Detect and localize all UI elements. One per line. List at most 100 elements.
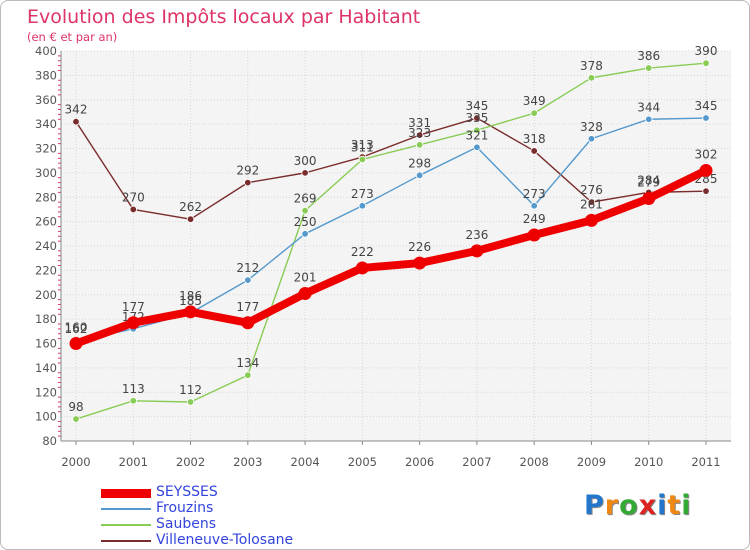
- data-point: [470, 244, 484, 258]
- plot-area: [61, 51, 731, 441]
- legend-item: Saubens: [101, 516, 401, 533]
- legend-item: Frouzins: [101, 500, 401, 517]
- logo-letter: t: [667, 490, 682, 521]
- data-point: [645, 64, 653, 72]
- series-line: [75, 117, 707, 220]
- x-tick-label: 2001: [119, 455, 148, 469]
- y-tick-label: 380: [35, 68, 57, 82]
- data-point: [72, 117, 80, 126]
- logo-letter: P: [584, 490, 605, 521]
- data-point: [587, 135, 596, 143]
- data-point: [184, 305, 198, 319]
- data-point: [241, 316, 255, 330]
- x-tick-label: 2004: [290, 455, 319, 469]
- legend: SEYSSES Frouzins Saubens Villeneuve-Tolosan…: [101, 484, 401, 549]
- data-label: 390: [695, 44, 718, 58]
- data-point: [355, 261, 369, 275]
- legend-swatch: [101, 540, 151, 542]
- data-point: [702, 59, 710, 67]
- data-point: [129, 205, 137, 214]
- data-point: [126, 316, 140, 330]
- data-label: 313: [351, 138, 374, 152]
- legend-label: Frouzins: [156, 500, 214, 516]
- x-tick-label: 2002: [176, 455, 205, 469]
- legend-swatch: [101, 488, 151, 498]
- series-line: [72, 166, 710, 348]
- data-label: 160: [65, 321, 88, 335]
- y-tick-label: 100: [35, 410, 57, 424]
- line-chart: 80 100 120 140 160 180 200 220 240 260 280 300 320 34…: [35, 44, 731, 469]
- x-tick-label: 2010: [634, 455, 663, 469]
- data-label: 177: [236, 300, 259, 314]
- data-point: [415, 131, 424, 139]
- y-tick-label: 220: [35, 263, 57, 277]
- data-point: [642, 191, 656, 205]
- data-label: 269: [294, 192, 317, 206]
- data-label: 318: [523, 132, 546, 146]
- data-label: 349: [523, 94, 546, 108]
- data-point: [358, 202, 367, 210]
- data-label: 328: [580, 120, 603, 134]
- data-label: 292: [236, 164, 259, 178]
- legend-label: Villeneuve-Tolosane: [156, 532, 294, 548]
- data-point: [358, 155, 367, 164]
- data-label: 201: [294, 271, 317, 285]
- y-tick-label: 280: [35, 190, 57, 204]
- y-tick-label: 320: [35, 142, 57, 156]
- data-point: [530, 202, 538, 210]
- y-tick-label: 140: [35, 361, 57, 375]
- chart-title: Evolution des Impôts locaux par Habitant: [27, 6, 421, 28]
- data-point: [298, 287, 312, 301]
- data-label: 335: [465, 111, 488, 125]
- data-point: [301, 169, 309, 177]
- data-label: 250: [294, 215, 317, 229]
- data-point: [415, 141, 424, 149]
- y-tick-label: 200: [35, 288, 57, 302]
- legend-item: SEYSSES: [101, 484, 401, 501]
- logo-letter: i: [681, 490, 692, 521]
- data-point: [473, 114, 481, 122]
- data-point: [72, 415, 80, 423]
- data-label: 386: [637, 49, 660, 63]
- data-label: 273: [523, 187, 546, 201]
- data-label: 261: [580, 197, 603, 211]
- data-point: [415, 171, 424, 180]
- data-label: 112: [179, 383, 202, 397]
- x-tick-label: 2000: [61, 455, 90, 469]
- x-tick-label: 2007: [462, 455, 491, 469]
- logo-letter: i: [657, 490, 668, 521]
- data-label: 262: [179, 200, 202, 214]
- brand-logo: Proxiti: [584, 490, 692, 521]
- data-label: 331: [408, 116, 431, 130]
- data-point: [129, 397, 137, 405]
- data-label: 98: [68, 400, 83, 414]
- data-point: [587, 74, 596, 82]
- data-point: [413, 256, 427, 270]
- data-label: 226: [408, 240, 431, 254]
- data-label: 298: [408, 156, 431, 170]
- legend-item: Villeneuve-Tolosane: [101, 532, 401, 549]
- data-label: 279: [637, 175, 660, 189]
- data-label: 222: [351, 245, 374, 259]
- data-point: [530, 109, 538, 117]
- y-tick-label: 180: [35, 312, 57, 326]
- data-point: [473, 143, 481, 151]
- data-label: 345: [695, 99, 718, 113]
- data-label: 300: [294, 154, 317, 168]
- series-saubens: 98 113 112 134 269 311 323 335 349 378 386 390: [68, 44, 718, 423]
- data-point: [244, 371, 252, 379]
- data-label: 323: [408, 126, 431, 140]
- series-line: [75, 62, 707, 420]
- x-tick-label: 2006: [405, 455, 434, 469]
- chart-subtitle: (en € et par an): [27, 30, 118, 44]
- data-label: 162: [65, 322, 88, 336]
- y-tick-label: 400: [35, 44, 57, 58]
- data-label: 342: [65, 103, 88, 117]
- series-seysses: 160 177 186 177 201 222 226 236 249 261 279 302: [65, 147, 717, 350]
- data-point: [301, 206, 309, 215]
- data-label: 177: [122, 300, 145, 314]
- y-tick-label: 120: [35, 385, 57, 399]
- data-label: 249: [523, 212, 546, 226]
- legend-swatch: [101, 524, 151, 526]
